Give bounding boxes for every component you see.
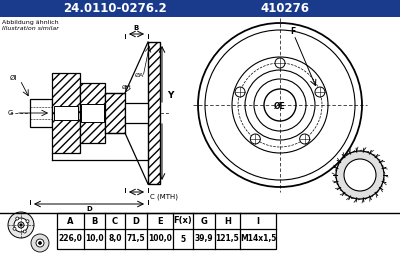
Bar [105,93,125,133]
Text: ØE: ØE [274,101,286,111]
Circle shape [344,159,376,191]
Text: B: B [134,25,139,31]
Text: ØH: ØH [122,84,132,89]
Text: Abbildung ähnlich: Abbildung ähnlich [2,20,59,25]
Circle shape [250,134,260,144]
Text: Y: Y [167,91,173,100]
Bar [30,99,52,127]
Text: I: I [256,217,260,226]
Text: C: C [112,217,118,226]
Text: G: G [8,110,13,116]
Circle shape [300,134,310,144]
Text: 121,5: 121,5 [216,234,239,244]
Text: H: H [224,217,231,226]
Circle shape [336,151,384,199]
Text: D: D [86,206,92,212]
Circle shape [38,241,42,245]
Text: 24.0110-0276.2: 24.0110-0276.2 [63,2,167,15]
Bar [57,213,276,249]
Text: 226,0: 226,0 [58,234,82,244]
Text: M14x1,5: M14x1,5 [240,234,276,244]
Circle shape [13,227,16,230]
Text: 10,0: 10,0 [85,234,104,244]
Text: 71,5: 71,5 [127,234,145,244]
Bar [81,104,104,122]
Bar [125,103,148,123]
Bar [52,73,80,153]
Bar [148,42,160,184]
Text: C (MTH): C (MTH) [150,194,178,201]
Bar [80,83,105,143]
Text: G: G [200,217,208,226]
Circle shape [18,222,24,228]
Circle shape [26,220,29,223]
Text: 8,0: 8,0 [108,234,122,244]
Circle shape [315,87,325,97]
Text: 410276: 410276 [260,2,310,15]
Text: F: F [290,26,295,36]
Text: 39,9: 39,9 [195,234,213,244]
Text: 100,0: 100,0 [148,234,172,244]
Circle shape [20,224,22,226]
Bar [0,0,400,17]
Circle shape [275,58,285,68]
Text: E: E [157,217,163,226]
Text: ØA: ØA [135,73,144,77]
Text: Y: Y [356,170,364,180]
Text: B: B [91,217,98,226]
Bar [54,106,78,120]
Circle shape [14,218,28,232]
Text: Illustration similar: Illustration similar [2,26,59,31]
Circle shape [36,239,44,247]
Text: D: D [132,217,140,226]
Text: ØI: ØI [10,75,17,81]
Circle shape [23,230,26,233]
Circle shape [8,212,34,238]
Circle shape [235,87,245,97]
Circle shape [16,217,19,220]
Circle shape [31,234,49,252]
Text: 5: 5 [180,234,186,244]
Text: F(x): F(x) [174,217,192,226]
Text: A: A [67,217,74,226]
